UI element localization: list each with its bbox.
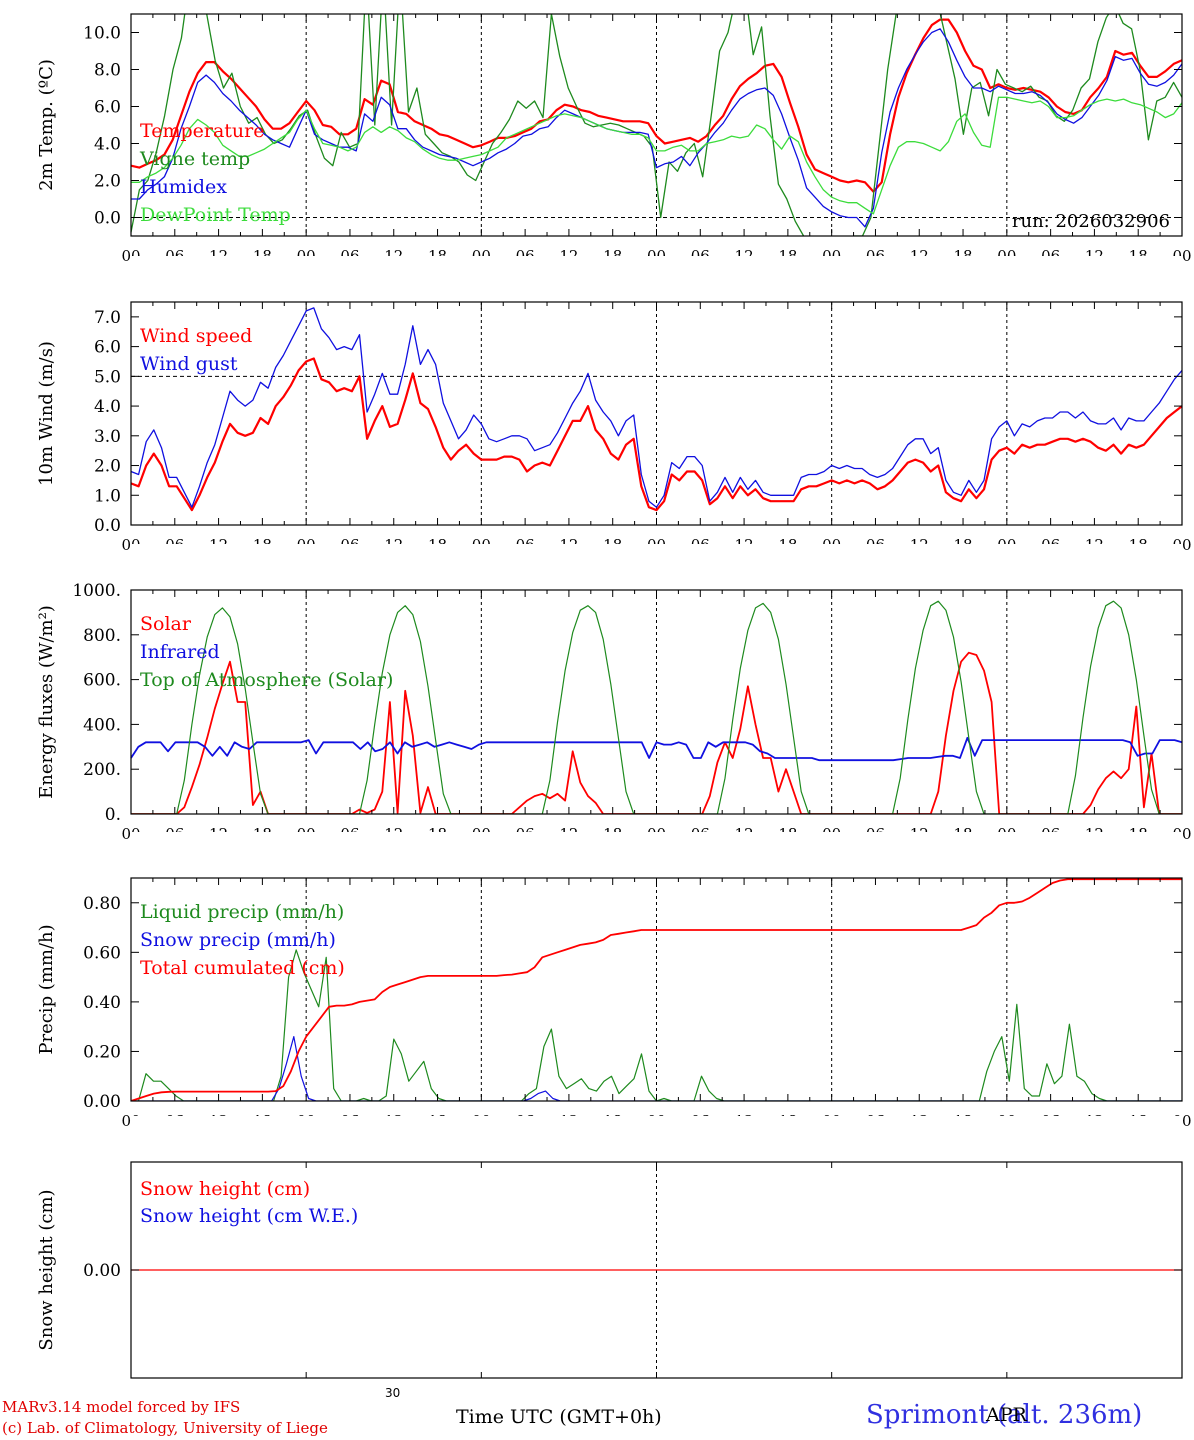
wind-y-axis-title: 10m Wind (m/s) [36,341,57,486]
legend-temperature: Temperature [140,120,264,142]
y-tick-label: 8.0 [94,61,121,81]
legend-humidex: Humidex [140,176,227,198]
y-tick-label: 2.0 [94,172,121,192]
energy-y-axis-title: Energy fluxes (W/m²) [36,605,57,799]
x-axis-title: Time UTC (GMT+0h) [456,1406,662,1428]
wind-panel: 0006121800061218000612180006121800061218… [36,256,1192,580]
y-tick-label: 0.60 [83,943,121,963]
temp-series-0 [130,18,1183,193]
y-tick-label: 800. [83,626,121,646]
y-tick-label: 1000. [72,581,121,601]
run-id-label: run: 2026032906 [1012,211,1170,232]
wind-series-0 [130,357,1183,512]
wind-series-1 [130,307,1183,508]
location-label: Sprimont (alt. 236m) [866,1400,1143,1430]
y-tick-label: 200. [83,760,121,780]
y-tick-label: 5.0 [94,367,121,387]
legend-snow-precip-mm-h: Snow precip (mm/h) [140,929,336,951]
legend-solar: Solar [140,613,192,635]
legend-top-of-atmosphere-solar: Top of Atmosphere (Solar) [140,669,393,691]
lab-credit: (c) Lab. of Climatology, University of L… [2,1419,328,1437]
clip-mask [131,1116,1182,1162]
stray-tick-label-apr: APR [986,1404,1027,1426]
legend-total-cumulated-cm: Total cumulated (cm) [140,957,345,979]
stray-tick-label-30: 30 [385,1386,401,1400]
clip-mask [131,1378,1182,1408]
precip-series-2 [130,878,1182,1102]
y-tick-label: 6.0 [94,98,121,118]
y-tick-label: 3.0 [94,427,121,447]
y-tick-label: 4.0 [94,135,121,155]
y-tick-label: 0. [105,805,121,825]
y-tick-label: 6.0 [94,338,121,358]
energy-panel: 0006121800061218000612180006121800061218… [36,544,1192,869]
legend-wind-gust: Wind gust [140,353,238,375]
energy-series-1 [130,736,1183,762]
y-tick-label: 0.0 [94,516,121,536]
clip-mask [131,256,1182,302]
y-tick-label: 400. [83,715,121,735]
temp-series-3 [131,96,1183,215]
y-tick-label: 2.0 [94,457,121,477]
precip-y-axis-title: Precip (mm/h) [36,924,57,1054]
legend-snow-height-cm: Snow height (cm) [140,1178,310,1200]
y-tick-label: 0.20 [83,1042,121,1062]
clip-mask [131,832,1182,878]
clip-mask [131,0,1182,14]
snow-y-axis-title: Snow height (cm) [36,1189,57,1350]
y-tick-label: 7.0 [94,308,121,328]
temp-y-axis-title: 2m Temp. (ºC) [36,59,57,191]
wind-frame [130,301,1183,526]
legend-infrared: Infrared [140,641,220,663]
y-tick-label: 0.40 [83,993,121,1013]
y-tick-label: 0.80 [83,894,121,914]
model-credit: MARv3.14 model forced by IFS [2,1398,241,1416]
y-tick-label: 0.00 [83,1261,121,1281]
legend-snow-height-cm-w-e: Snow height (cm W.E.) [140,1205,358,1227]
y-tick-label: 10.0 [83,24,121,44]
clip-mask [131,544,1182,590]
y-tick-label: 0.0 [94,209,121,229]
legend-vigne-temp: Vigne temp [139,148,250,170]
y-tick-label: 600. [83,671,121,691]
y-tick-label: 0.00 [83,1092,121,1112]
legend-wind-speed: Wind speed [140,325,252,347]
energy-frame [130,589,1183,815]
precip-panel: 0006121800061218000612180006121800061218… [36,832,1192,1156]
y-tick-label: 1.0 [94,486,121,506]
legend-liquid-precip-mm-h: Liquid precip (mm/h) [140,901,344,923]
temp-panel: 0006121800061218000612180006121800061218… [36,0,1192,291]
y-tick-label: 4.0 [94,397,121,417]
snow-panel: 0.00 Snow height (cm) Snow height (cm) Snow… [36,1116,1183,1408]
legend-dewpoint-temp: DewPoint Temp [140,204,291,226]
